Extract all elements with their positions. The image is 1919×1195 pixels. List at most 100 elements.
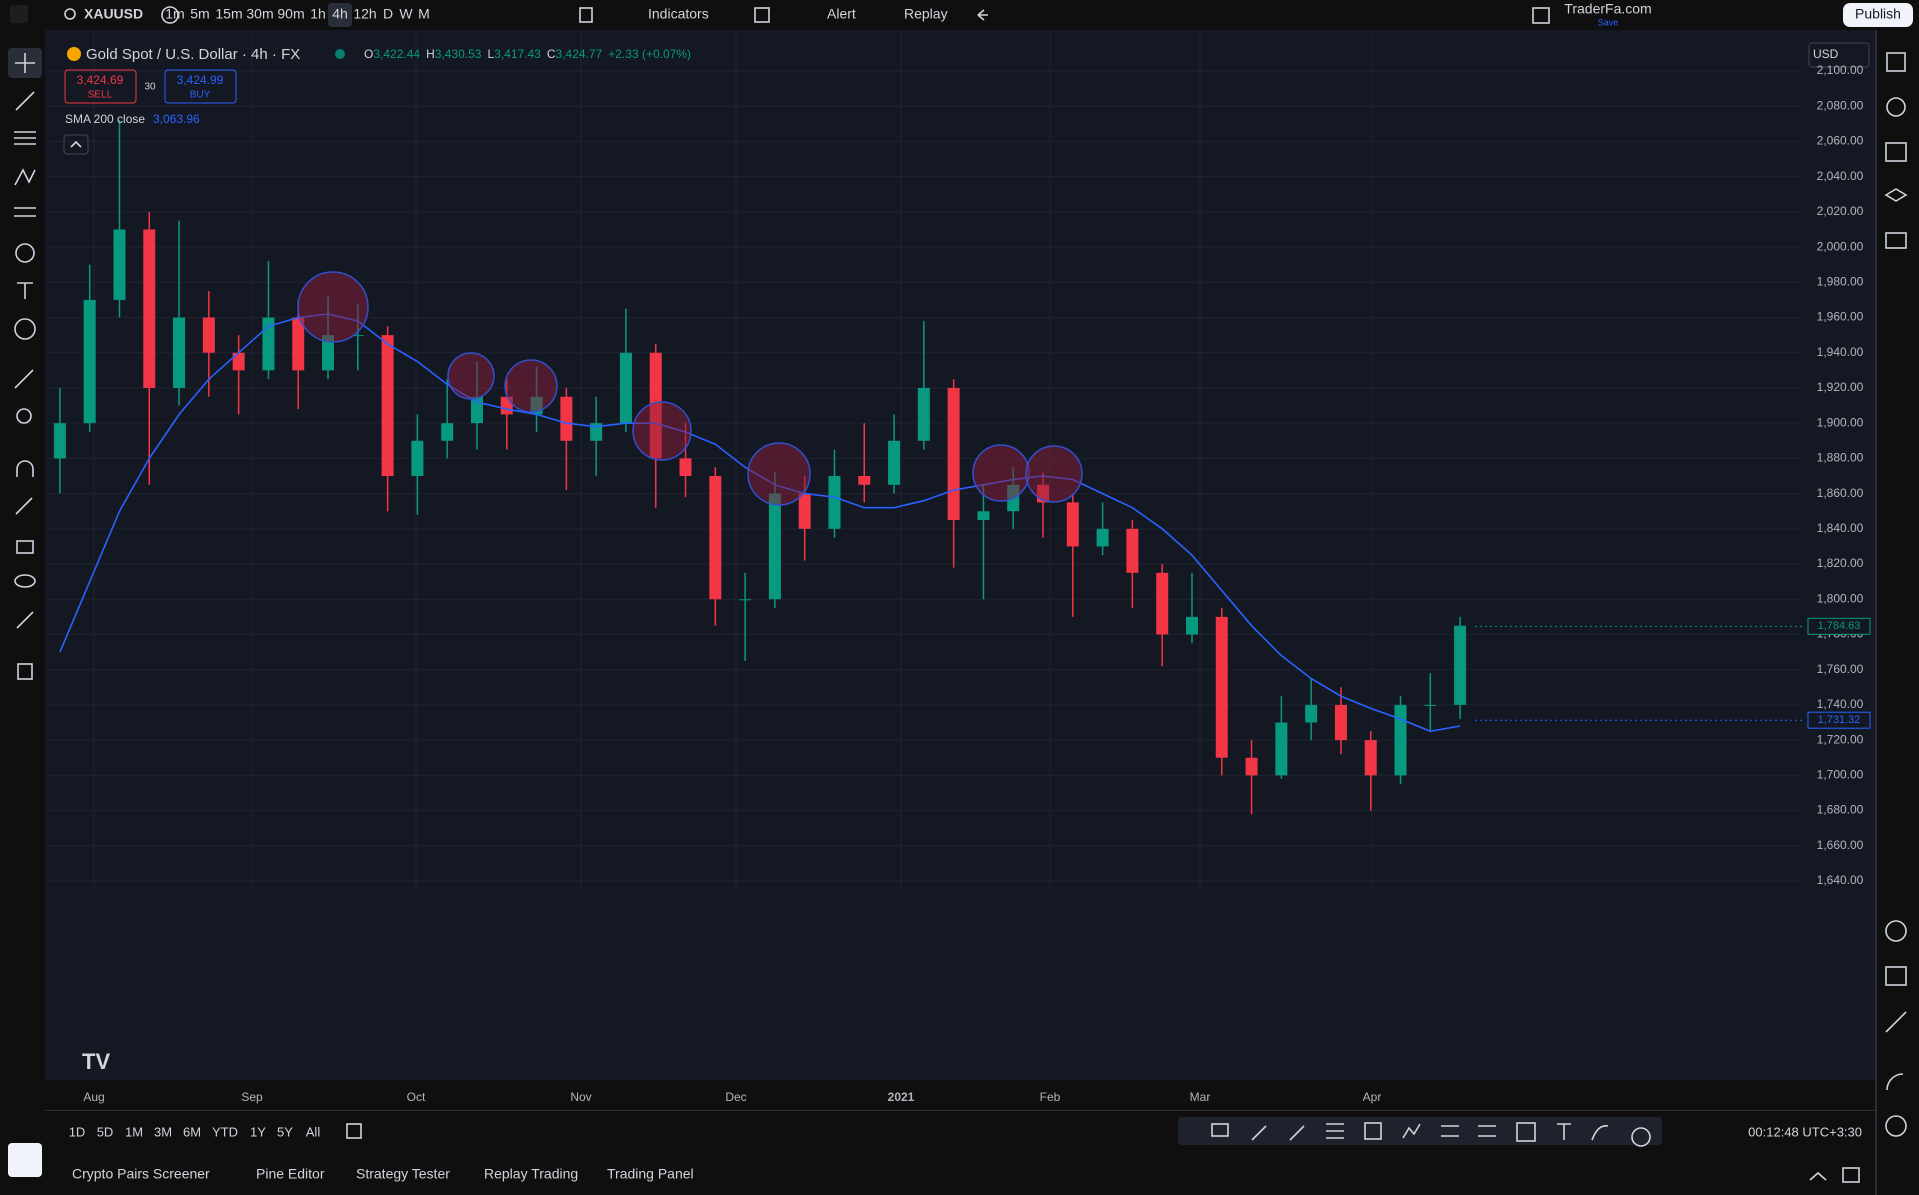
timeframe[interactable]: 15m [215, 6, 242, 22]
range-button[interactable]: YTD [212, 1124, 238, 1139]
publish-label[interactable]: Publish [1855, 6, 1901, 22]
buy-label[interactable]: BUY [190, 90, 211, 101]
link-tool[interactable] [16, 611, 34, 629]
timeframe[interactable]: 1m [165, 6, 184, 22]
calendar-button[interactable] [1885, 966, 1907, 986]
news-button[interactable] [1885, 142, 1907, 162]
stream-button[interactable] [1886, 1073, 1904, 1091]
chat-button[interactable] [1885, 232, 1907, 249]
range-button[interactable]: All [306, 1124, 321, 1139]
price-label: 1,640.00 [1817, 873, 1864, 887]
forecast-tool[interactable] [14, 207, 36, 217]
help-button[interactable] [1885, 1115, 1907, 1137]
legend-title: Gold Spot / U.S. Dollar · 4h · FX [86, 46, 300, 63]
emoji-tool[interactable] [14, 318, 36, 340]
range-button[interactable]: 1D [69, 1124, 86, 1139]
compare-button[interactable] [161, 6, 179, 24]
hotlist-button[interactable] [1885, 920, 1907, 942]
pattern-tool[interactable] [14, 168, 36, 186]
timeframe[interactable]: 4h [332, 6, 348, 22]
text-tool[interactable] [17, 282, 33, 299]
time-label: Apr [1363, 1090, 1382, 1104]
path-tool[interactable] [1402, 1123, 1421, 1139]
goto-date[interactable] [346, 1123, 362, 1139]
crosshair-tool[interactable] [15, 53, 35, 73]
replay-button[interactable]: Replay [904, 6, 948, 22]
account-checkbox[interactable] [1532, 7, 1550, 24]
more-tools[interactable] [1631, 1127, 1651, 1147]
indicators-button[interactable]: Indicators [648, 6, 709, 22]
timeframe[interactable]: W [399, 6, 413, 22]
line-tool[interactable] [1289, 1125, 1305, 1141]
publish-button[interactable] [1843, 3, 1913, 27]
undo-button[interactable] [977, 9, 988, 21]
curve-tool[interactable] [1591, 1124, 1609, 1141]
range-button[interactable]: 5D [97, 1124, 114, 1139]
magnet-tool[interactable] [16, 460, 34, 477]
currency[interactable]: USD [1813, 47, 1839, 61]
currency-select[interactable] [1808, 42, 1870, 68]
symbol[interactable]: XAUUSD [84, 6, 143, 22]
bottom-tab[interactable]: Pine Editor [256, 1166, 325, 1182]
layers-button[interactable] [1884, 188, 1908, 202]
ruler-tool[interactable] [14, 369, 34, 389]
rect-tool[interactable] [1364, 1122, 1382, 1140]
fib-tool[interactable] [14, 131, 36, 145]
highlight-circle [447, 352, 495, 400]
buy-price[interactable]: 3,424.99 [177, 73, 224, 87]
favorites-button[interactable] [8, 1143, 42, 1177]
zoom-tool[interactable] [16, 408, 32, 424]
text-tool-2[interactable] [1557, 1123, 1571, 1140]
bottom-tab[interactable]: Trading Panel [607, 1166, 694, 1182]
timeframe[interactable]: 12h [353, 6, 376, 22]
layouts-button[interactable] [754, 7, 770, 23]
chart-type-button[interactable] [579, 7, 593, 23]
position-tool[interactable] [1441, 1125, 1459, 1137]
buy-button[interactable] [164, 69, 237, 104]
ideas-button[interactable] [1885, 1011, 1907, 1033]
range-button[interactable]: 1Y [250, 1124, 266, 1139]
bottom-tab[interactable]: Strategy Tester [356, 1166, 450, 1182]
logo[interactable] [10, 5, 28, 23]
lock-tool[interactable] [16, 540, 34, 554]
range-tool[interactable] [1478, 1125, 1496, 1137]
range-button[interactable]: 6M [183, 1124, 201, 1139]
sell-price[interactable]: 3,424.69 [77, 73, 124, 87]
range-button[interactable]: 1M [125, 1124, 143, 1139]
shapes-tool[interactable] [15, 243, 35, 263]
price-label: 1,800.00 [1817, 591, 1864, 605]
candle-body [1305, 704, 1318, 723]
timeframe[interactable]: 30m [246, 6, 273, 22]
watchlist-button[interactable] [1886, 52, 1906, 72]
right-divider [1875, 30, 1877, 1195]
bottom-tab[interactable]: Replay Trading [484, 1166, 578, 1182]
account-name[interactable]: TraderFa.com [1564, 1, 1651, 17]
range-button[interactable]: 3M [154, 1124, 172, 1139]
maximize-panel[interactable] [1842, 1167, 1860, 1183]
collapse-panel[interactable] [1809, 1171, 1827, 1181]
ohlc: O3,422.44 H3,430.53 L3,417.43 C3,424.77 +2.3… [364, 47, 691, 61]
trendline-tool[interactable] [15, 91, 35, 111]
fib-tool-2[interactable] [1326, 1123, 1344, 1139]
brush-tool[interactable] [1251, 1125, 1267, 1141]
timeframe[interactable]: D [383, 6, 393, 22]
timeframe[interactable]: 90m [277, 6, 304, 22]
timeframe[interactable]: 1h [310, 6, 326, 22]
price-label: 1,980.00 [1817, 274, 1864, 288]
grid-tool[interactable] [1516, 1122, 1536, 1142]
timeframe[interactable]: 5m [190, 6, 209, 22]
draw-mode[interactable] [15, 497, 33, 515]
callout-tool[interactable] [1211, 1123, 1229, 1137]
collapse-legend[interactable] [63, 134, 89, 155]
alerts-button[interactable] [1886, 97, 1906, 117]
account-save[interactable]: Save [1598, 17, 1619, 27]
sell-button[interactable] [64, 69, 137, 104]
bottom-tab[interactable]: Crypto Pairs Screener [72, 1166, 210, 1182]
hide-tool[interactable] [14, 574, 36, 588]
candle-body [1126, 528, 1139, 573]
range-button[interactable]: 5Y [277, 1124, 293, 1139]
timeframe[interactable]: M [418, 6, 430, 22]
sell-label[interactable]: SELL [88, 90, 113, 101]
alert-button[interactable]: Alert [827, 6, 856, 22]
delete-tool[interactable] [17, 663, 33, 680]
